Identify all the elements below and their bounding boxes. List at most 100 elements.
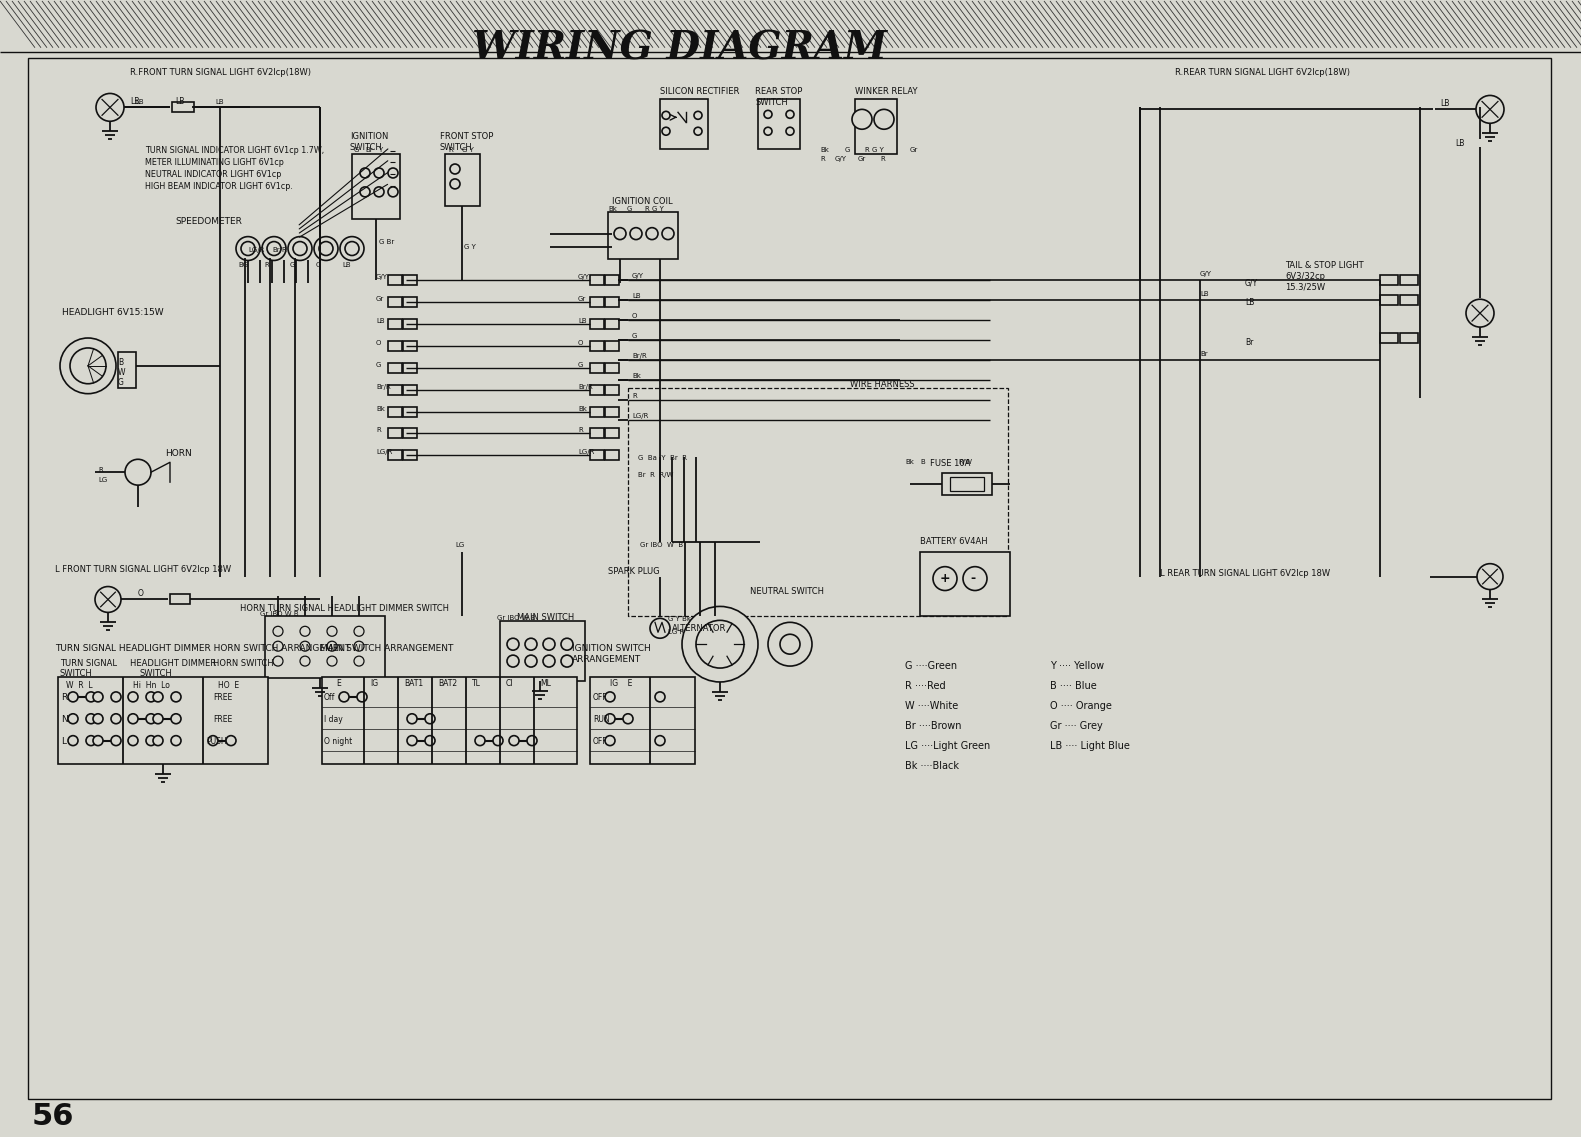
Text: R: R	[579, 428, 583, 433]
Text: NEUTRAL SWITCH: NEUTRAL SWITCH	[749, 587, 824, 596]
Bar	[403, 319, 417, 329]
Bar	[1401, 296, 1418, 305]
Text: O: O	[632, 313, 637, 319]
Text: MAIN SWITCH: MAIN SWITCH	[517, 613, 574, 622]
Text: LB ···· Light Blue: LB ···· Light Blue	[1050, 740, 1130, 750]
Text: Gr: Gr	[579, 297, 587, 302]
Bar	[590, 429, 604, 439]
Circle shape	[327, 641, 337, 652]
Bar	[403, 341, 417, 351]
Circle shape	[96, 93, 123, 122]
Bar	[171, 595, 190, 605]
Text: R: R	[376, 428, 381, 433]
Circle shape	[60, 338, 115, 393]
Text: L FRONT TURN SIGNAL LIGHT 6V2lcp 18W: L FRONT TURN SIGNAL LIGHT 6V2lcp 18W	[55, 565, 231, 574]
Circle shape	[327, 626, 337, 637]
Circle shape	[542, 655, 555, 667]
Text: G Y Bk: G Y Bk	[669, 616, 691, 622]
Circle shape	[493, 736, 503, 746]
Text: Hi  Hn  Lo: Hi Hn Lo	[133, 681, 169, 690]
Circle shape	[786, 127, 794, 135]
Text: Bk ····Black: Bk ····Black	[904, 761, 960, 771]
Text: N: N	[62, 715, 68, 724]
Circle shape	[779, 634, 800, 654]
Text: R: R	[62, 692, 68, 702]
Text: HEADLIGHT DIMMER: HEADLIGHT DIMMER	[130, 659, 217, 669]
Text: Gr lBO W B: Gr lBO W B	[496, 615, 536, 621]
Bar	[606, 297, 620, 307]
Circle shape	[561, 655, 572, 667]
Text: LG R: LG R	[669, 629, 685, 636]
Text: Bk: Bk	[632, 373, 640, 379]
Circle shape	[70, 348, 106, 383]
Text: G  Ba  Y  Br  R: G Ba Y Br R	[639, 455, 688, 462]
Text: ML: ML	[541, 679, 550, 688]
Text: OFF: OFF	[593, 737, 607, 746]
Circle shape	[681, 606, 757, 682]
Bar	[403, 407, 417, 416]
Circle shape	[606, 692, 615, 702]
Circle shape	[68, 714, 77, 724]
Circle shape	[274, 626, 283, 637]
Text: Br ····Brown: Br ····Brown	[904, 721, 961, 731]
Circle shape	[526, 736, 538, 746]
Circle shape	[85, 736, 96, 746]
Circle shape	[111, 736, 122, 746]
Circle shape	[274, 656, 283, 666]
Text: G/Y: G/Y	[835, 156, 847, 163]
Circle shape	[963, 566, 987, 590]
Bar	[403, 429, 417, 439]
Circle shape	[606, 736, 615, 746]
Circle shape	[338, 692, 349, 702]
Circle shape	[93, 692, 103, 702]
Text: LB: LB	[134, 99, 144, 106]
Text: RUN: RUN	[593, 715, 610, 724]
Circle shape	[327, 656, 337, 666]
Bar	[590, 363, 604, 373]
Bar	[387, 297, 402, 307]
Text: G: G	[354, 147, 359, 153]
Text: Bk: Bk	[609, 206, 617, 211]
Text: R: R	[821, 156, 825, 163]
Text: R G Y: R G Y	[645, 206, 664, 211]
Circle shape	[300, 641, 310, 652]
Text: G: G	[289, 263, 296, 268]
Circle shape	[425, 714, 435, 724]
Text: I day: I day	[324, 715, 343, 724]
Text: FRONT STOP
SWITCH: FRONT STOP SWITCH	[440, 132, 493, 151]
Text: B: B	[119, 358, 123, 367]
Text: LB: LB	[1200, 291, 1208, 297]
Circle shape	[406, 714, 417, 724]
Text: SWITCH: SWITCH	[141, 669, 172, 678]
Circle shape	[145, 692, 157, 702]
Circle shape	[171, 714, 180, 724]
Text: Bk: Bk	[904, 459, 914, 465]
Text: O ···· Orange: O ···· Orange	[1050, 700, 1111, 711]
Text: Gr lBO W B: Gr lBO W B	[259, 612, 299, 617]
Circle shape	[613, 227, 626, 240]
Text: LB: LB	[341, 263, 351, 268]
Text: IG    E: IG E	[610, 679, 632, 688]
Text: Br: Br	[1244, 338, 1254, 347]
Text: HORN: HORN	[164, 449, 191, 458]
Text: ALTERNATOR: ALTERNATOR	[672, 624, 726, 633]
Circle shape	[354, 641, 364, 652]
Bar	[119, 352, 136, 388]
Text: FREE: FREE	[213, 692, 232, 702]
Text: LG: LG	[98, 478, 108, 483]
Circle shape	[474, 736, 485, 746]
Bar	[172, 102, 194, 113]
Text: BAT2: BAT2	[438, 679, 457, 688]
Circle shape	[525, 638, 538, 650]
Circle shape	[561, 638, 572, 650]
Text: TL: TL	[473, 679, 481, 688]
Text: SPEEDOMETER: SPEEDOMETER	[175, 217, 242, 226]
Circle shape	[153, 714, 163, 724]
Text: SWITCH: SWITCH	[60, 669, 93, 678]
Bar	[323, 677, 577, 764]
Circle shape	[650, 619, 670, 638]
Bar	[1380, 333, 1398, 343]
Circle shape	[292, 241, 307, 256]
Circle shape	[629, 227, 642, 240]
Text: LG/R: LG/R	[579, 449, 594, 455]
